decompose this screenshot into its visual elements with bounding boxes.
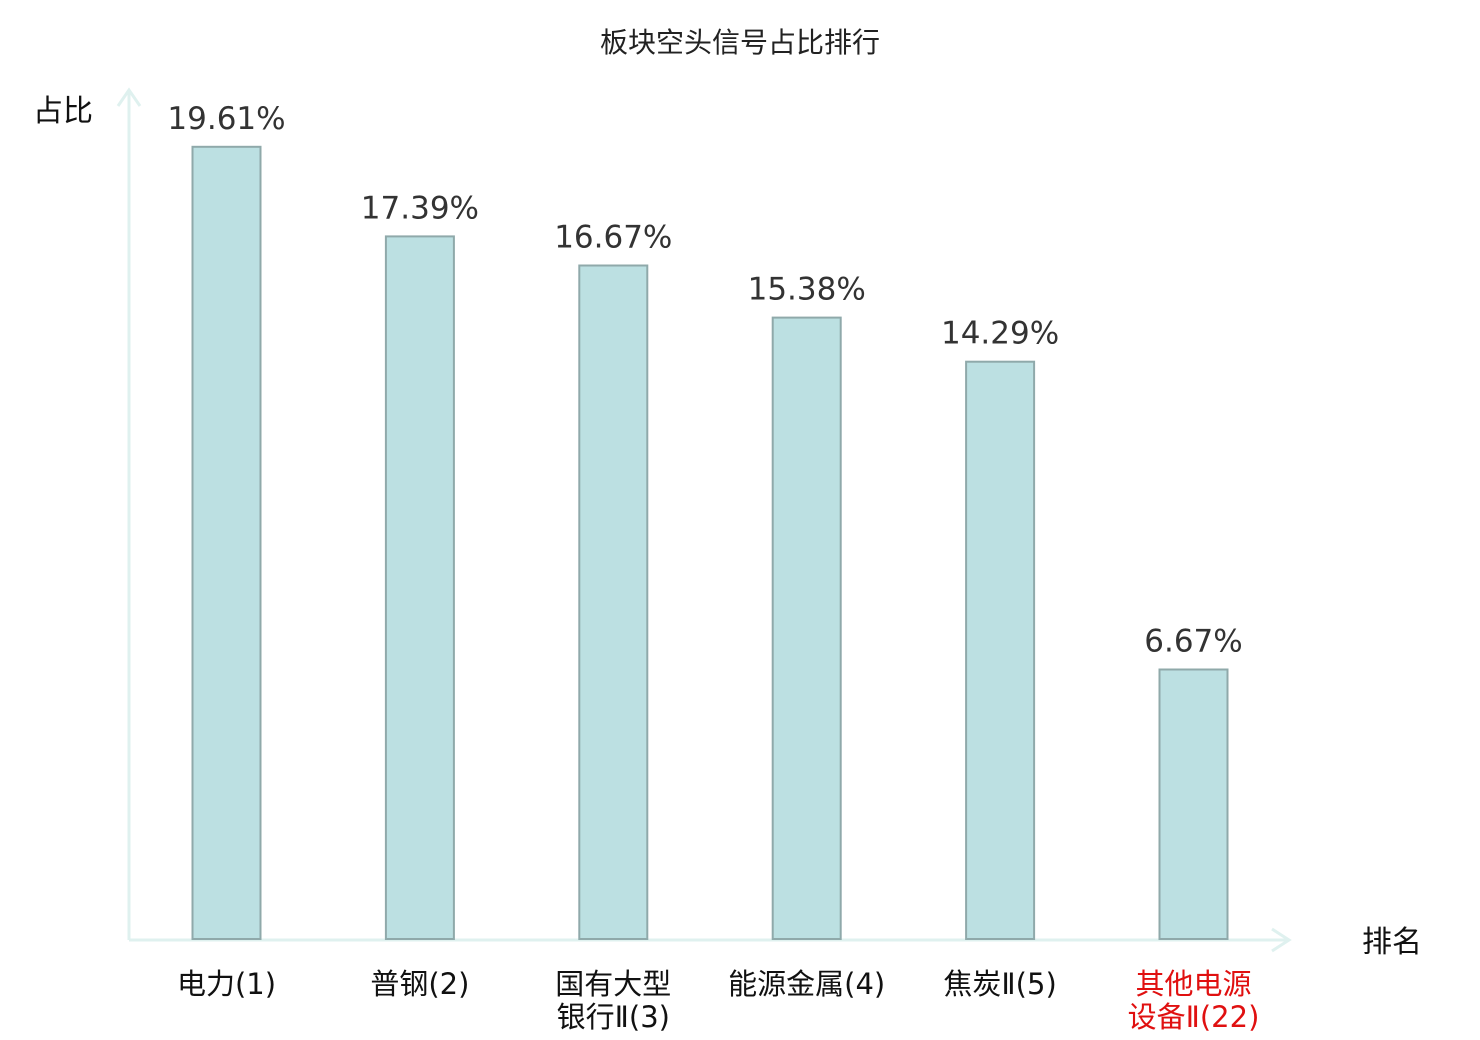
bar-2: [384, 235, 455, 940]
category-label-4: 能源金属(4): [728, 967, 885, 1001]
category-label-3-line-2: 银行Ⅱ(3): [557, 1000, 670, 1034]
value-label-1: 19.61%: [167, 101, 285, 137]
x-axis-arrow-icon: [1271, 927, 1292, 953]
bar-6: [1158, 668, 1229, 940]
value-label-5: 14.29%: [941, 316, 1059, 352]
category-label-3-line-1: 国有大型: [555, 967, 671, 1001]
category-label-6-line-1: 其他电源: [1135, 967, 1251, 1001]
chart-title: 板块空头信号占比排行: [600, 26, 880, 59]
value-label-6: 6.67%: [1144, 624, 1242, 660]
y-axis-label: 占比: [33, 94, 93, 129]
category-label-1: 电力(1): [177, 967, 276, 1001]
bar-5: [965, 360, 1036, 940]
bar-3: [578, 264, 649, 940]
value-labels-group: 19.61% 17.39% 16.67% 15.38% 14.29% 6.67%: [167, 101, 1242, 660]
x-axis-label: 排名: [1362, 925, 1422, 960]
bars-group: [191, 145, 1229, 941]
y-axis-arrow-icon: [116, 87, 142, 107]
value-label-3: 16.67%: [554, 220, 672, 256]
value-label-4: 15.38%: [748, 272, 866, 308]
bar-1: [191, 145, 262, 941]
category-label-6-line-2: 设备Ⅱ(22): [1128, 1000, 1260, 1034]
bar-4: [771, 316, 842, 941]
value-label-2: 17.39%: [361, 190, 479, 226]
category-label-2: 普钢(2): [370, 967, 469, 1001]
category-label-5: 焦炭Ⅱ(5): [943, 967, 1056, 1001]
